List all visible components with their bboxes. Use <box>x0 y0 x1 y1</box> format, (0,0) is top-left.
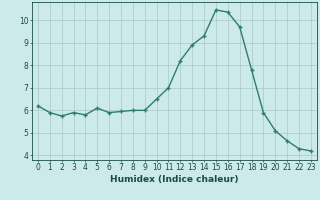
X-axis label: Humidex (Indice chaleur): Humidex (Indice chaleur) <box>110 175 239 184</box>
